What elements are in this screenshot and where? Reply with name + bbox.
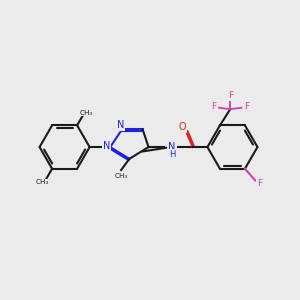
Text: F: F xyxy=(228,91,233,100)
Text: F: F xyxy=(257,179,262,188)
Text: F: F xyxy=(212,102,217,111)
Text: O: O xyxy=(179,122,187,132)
Text: CH₃: CH₃ xyxy=(115,173,128,179)
Text: CH₃: CH₃ xyxy=(80,110,93,116)
Text: H: H xyxy=(169,150,176,159)
Text: N: N xyxy=(168,142,176,152)
Text: N: N xyxy=(117,120,124,130)
Text: N: N xyxy=(103,141,110,151)
Text: F: F xyxy=(244,102,249,111)
Text: CH₃: CH₃ xyxy=(36,179,49,185)
